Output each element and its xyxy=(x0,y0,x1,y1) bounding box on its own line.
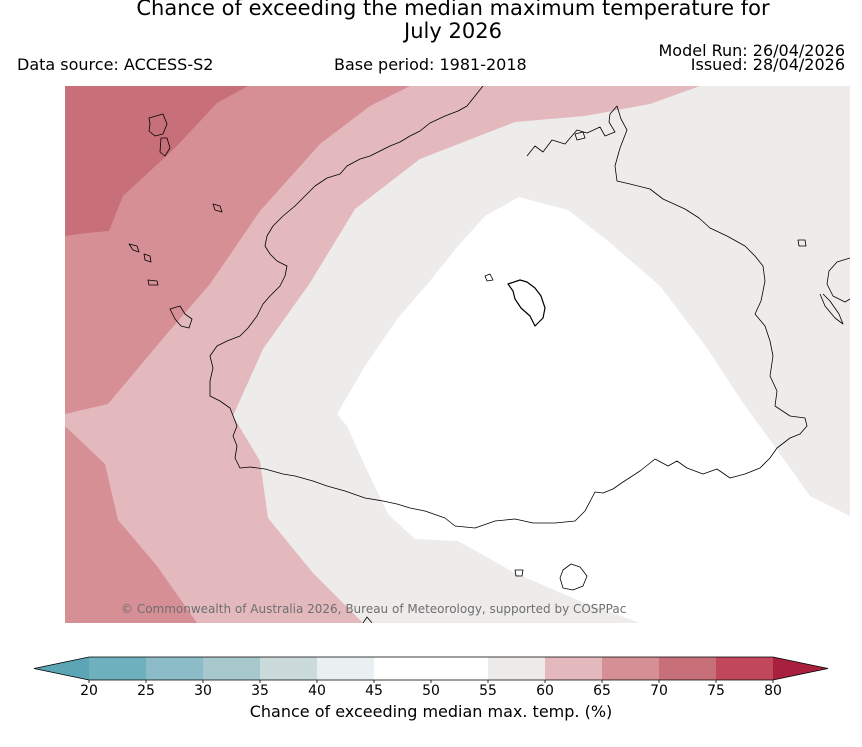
map-title: Chance of exceeding the median maximum t… xyxy=(0,0,862,43)
title-line-2: July 2026 xyxy=(404,19,502,43)
east-landmass-coast xyxy=(826,257,850,303)
zone-50-55 xyxy=(337,197,850,623)
islet-west-4 xyxy=(147,279,159,286)
colorbar-bin-30-35 xyxy=(203,657,261,680)
islet-south-1 xyxy=(514,569,524,577)
colorbar xyxy=(33,656,829,683)
model-run-label: Model Run: 26/04/2026 xyxy=(658,41,846,60)
colorbar-tick-label: 80 xyxy=(764,683,782,699)
colorbar-bin-45-50 xyxy=(374,657,432,680)
colorbar-bin-65-70 xyxy=(602,657,660,680)
colorbar-bin-35-40 xyxy=(260,657,318,680)
colorbar-tick-label: 20 xyxy=(80,683,98,699)
colorbar-tick-label: 40 xyxy=(308,683,326,699)
colorbar-title: Chance of exceeding median max. temp. (%… xyxy=(249,702,613,721)
colorbar-bin-15-20 xyxy=(34,657,89,680)
title-line-1: Chance of exceeding the median maximum t… xyxy=(136,0,770,20)
zone-65-70 xyxy=(65,86,410,623)
data-source-label: Data source: ACCESS-S2 xyxy=(17,55,214,74)
colorbar-tick-label: 50 xyxy=(422,683,440,699)
zone-70-75 xyxy=(65,86,248,236)
probability-map: © Commonwealth of Australia 2026, Bureau… xyxy=(65,86,850,623)
colorbar-tick-label: 45 xyxy=(365,683,383,699)
colorbar-bin-20-25 xyxy=(89,657,147,680)
islet-west-1 xyxy=(212,203,223,213)
islet-northwest-2 xyxy=(159,137,171,157)
base-period-label: Base period: 1981-2018 xyxy=(334,55,527,74)
islet-northeast xyxy=(484,273,494,282)
east-landmass-inlet xyxy=(819,293,844,325)
islet-northwest-1 xyxy=(148,113,168,137)
islet-south-3 xyxy=(362,616,373,623)
colorbar-tick-label: 25 xyxy=(137,683,155,699)
issued-label: Issued: 28/04/2026 xyxy=(690,55,845,74)
islet-north xyxy=(574,131,586,141)
colorbar-bin-25-30 xyxy=(146,657,204,680)
main-island-coast xyxy=(209,86,808,529)
islet-south-2 xyxy=(559,563,588,591)
colorbar-tick-label: 70 xyxy=(650,683,668,699)
colorbar-bin-70-75 xyxy=(659,657,717,680)
colorbar-bin-40-45 xyxy=(317,657,375,680)
colorbar-bin-80-85 xyxy=(773,657,828,680)
islet-east xyxy=(797,239,807,247)
colorbar-tick-label: 65 xyxy=(593,683,611,699)
colorbar-bin-50-55 xyxy=(431,657,489,680)
colorbar-tick-label: 30 xyxy=(194,683,212,699)
inland-lake xyxy=(507,279,546,327)
colorbar-tick-label: 35 xyxy=(251,683,269,699)
coastlines xyxy=(128,86,850,623)
islet-west-5 xyxy=(169,305,193,329)
colorbar-bin-75-80 xyxy=(716,657,774,680)
colorbar-bin-55-60 xyxy=(488,657,546,680)
islet-west-3 xyxy=(143,253,152,263)
colorbar-bin-60-65 xyxy=(545,657,603,680)
colorbar-tick-label: 75 xyxy=(707,683,725,699)
islet-west-2 xyxy=(128,243,140,253)
colorbar-tick-label: 60 xyxy=(536,683,554,699)
colorbar-tick-label: 55 xyxy=(479,683,497,699)
copyright-notice: © Commonwealth of Australia 2026, Bureau… xyxy=(121,602,626,616)
